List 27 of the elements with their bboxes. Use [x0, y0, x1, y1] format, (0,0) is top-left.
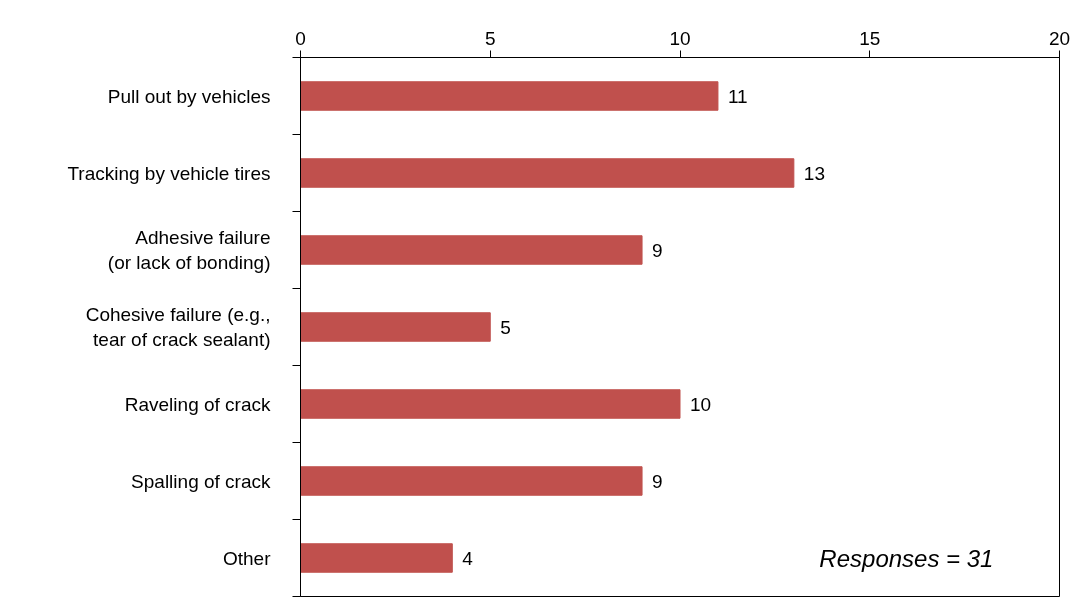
x-tick-label: 5	[484, 27, 496, 49]
bar	[300, 158, 795, 188]
bar	[300, 312, 491, 342]
data-label: 9	[652, 470, 663, 492]
y-tick-label: Pull out by vehicles	[107, 85, 271, 107]
annotation: Responses = 31	[819, 544, 994, 572]
bar	[300, 81, 719, 111]
x-tick-label: 15	[859, 27, 881, 49]
bar	[300, 466, 643, 496]
data-label: 13	[803, 162, 825, 184]
y-tick-label: Tracking by vehicle tires	[67, 162, 271, 184]
data-label: 11	[727, 85, 748, 107]
y-tick-label: Other	[222, 547, 272, 569]
y-tick-label: Spalling of crack	[131, 470, 271, 492]
data-label: 5	[500, 316, 511, 338]
data-label: 9	[652, 239, 663, 261]
bar	[300, 235, 643, 265]
bar	[300, 543, 453, 573]
bar	[300, 389, 681, 419]
x-tick-label: 20	[1048, 27, 1071, 49]
x-tick-label: 0	[295, 27, 306, 49]
data-label: 10	[690, 393, 712, 415]
y-tick-label: Adhesive failure (or lack of bonding)	[107, 226, 271, 274]
y-tick-label: Cohesive failure (e.g., tear of crack sealant)	[85, 303, 271, 351]
y-tick-label: Raveling of crack	[124, 393, 271, 415]
x-tick-label: 10	[669, 27, 691, 49]
data-label: 4	[462, 547, 474, 569]
